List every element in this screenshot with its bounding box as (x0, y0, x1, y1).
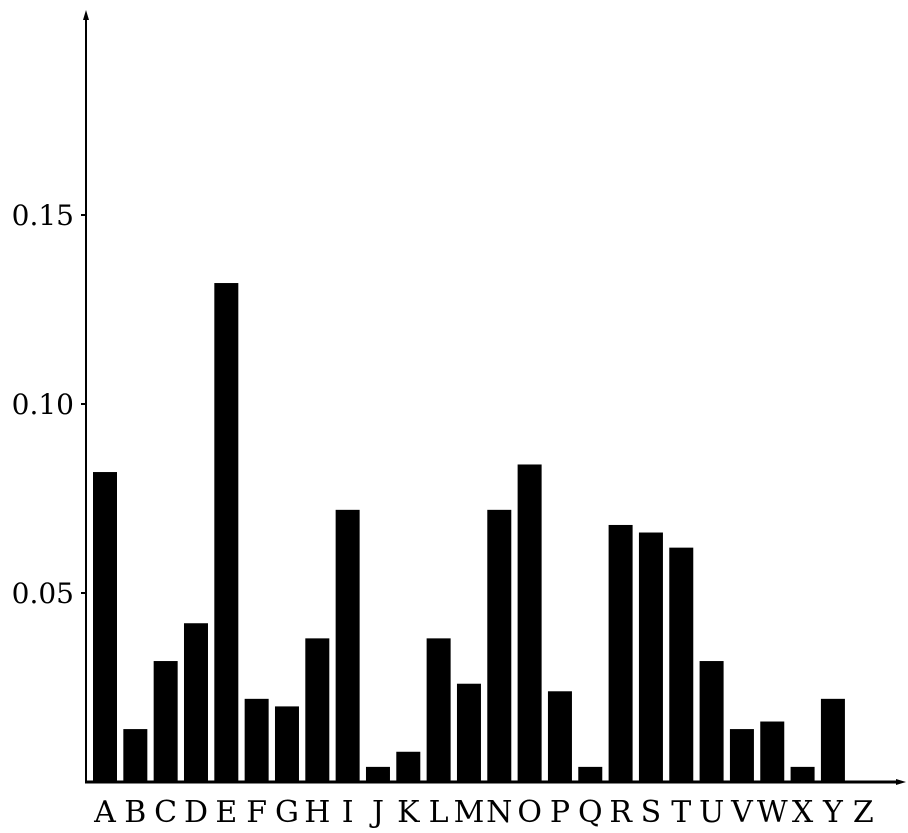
x-axis-arrow (896, 779, 906, 785)
x-tick-label: R (609, 795, 633, 830)
y-tick-label: 0.10 (12, 388, 74, 421)
x-tick-label: Y (822, 795, 844, 830)
x-tick-label: H (304, 795, 330, 830)
bar-o (517, 464, 542, 782)
bar-j (365, 766, 390, 782)
x-tick-label: U (699, 795, 724, 830)
x-tick-label: W (757, 795, 788, 830)
bar-k (396, 751, 421, 782)
x-tick-label: I (342, 795, 354, 830)
x-tick-label: L (429, 795, 449, 830)
x-tick-label: F (246, 795, 267, 830)
axes-group (83, 10, 906, 785)
bar-d (183, 623, 208, 782)
bars-group (93, 283, 845, 782)
bar-a (93, 472, 117, 782)
y-tick-label: 0.15 (12, 199, 74, 232)
bar-y (820, 698, 845, 782)
bar-t (669, 547, 694, 782)
bar-r (608, 524, 633, 782)
x-tick-label: K (397, 795, 420, 830)
x-tick-label: N (486, 795, 512, 830)
x-tick-label: V (730, 795, 754, 830)
y-axis-arrow (83, 10, 89, 20)
y-ticks-group: 0.05 0.10 0.15 (12, 199, 86, 610)
bar-v (729, 729, 754, 782)
x-tick-label: O (517, 795, 542, 830)
bar-l (426, 638, 451, 782)
bar-e (214, 283, 239, 782)
bar-n (487, 509, 512, 782)
bar-b (123, 729, 148, 782)
bar-g (274, 706, 299, 782)
bar-u (699, 661, 724, 782)
x-tick-label: S (641, 795, 662, 830)
bar-c (153, 661, 178, 782)
x-tick-label: P (550, 795, 570, 830)
x-tick-label: C (154, 795, 177, 830)
bar-f (244, 698, 269, 782)
x-tick-label: T (671, 795, 691, 830)
bar-m (456, 683, 481, 782)
bar-q (578, 766, 603, 782)
bar-x (790, 766, 815, 782)
x-tick-label: Q (578, 795, 603, 830)
x-tick-label: B (124, 795, 146, 830)
bar-s (638, 532, 663, 782)
x-tick-label: D (184, 795, 208, 830)
x-tick-label: A (93, 795, 116, 830)
bar-w (760, 721, 785, 782)
x-tick-label: X (792, 795, 814, 830)
y-tick-label: 0.05 (12, 577, 74, 610)
x-tick-label: M (454, 795, 485, 830)
x-tick-label: G (275, 795, 299, 830)
bar-i (335, 509, 360, 782)
bar-p (547, 691, 572, 782)
x-tick-label: E (215, 795, 237, 830)
bar-h (305, 638, 330, 782)
x-tick-label: J (369, 795, 384, 830)
x-tick-label: Z (853, 795, 874, 830)
